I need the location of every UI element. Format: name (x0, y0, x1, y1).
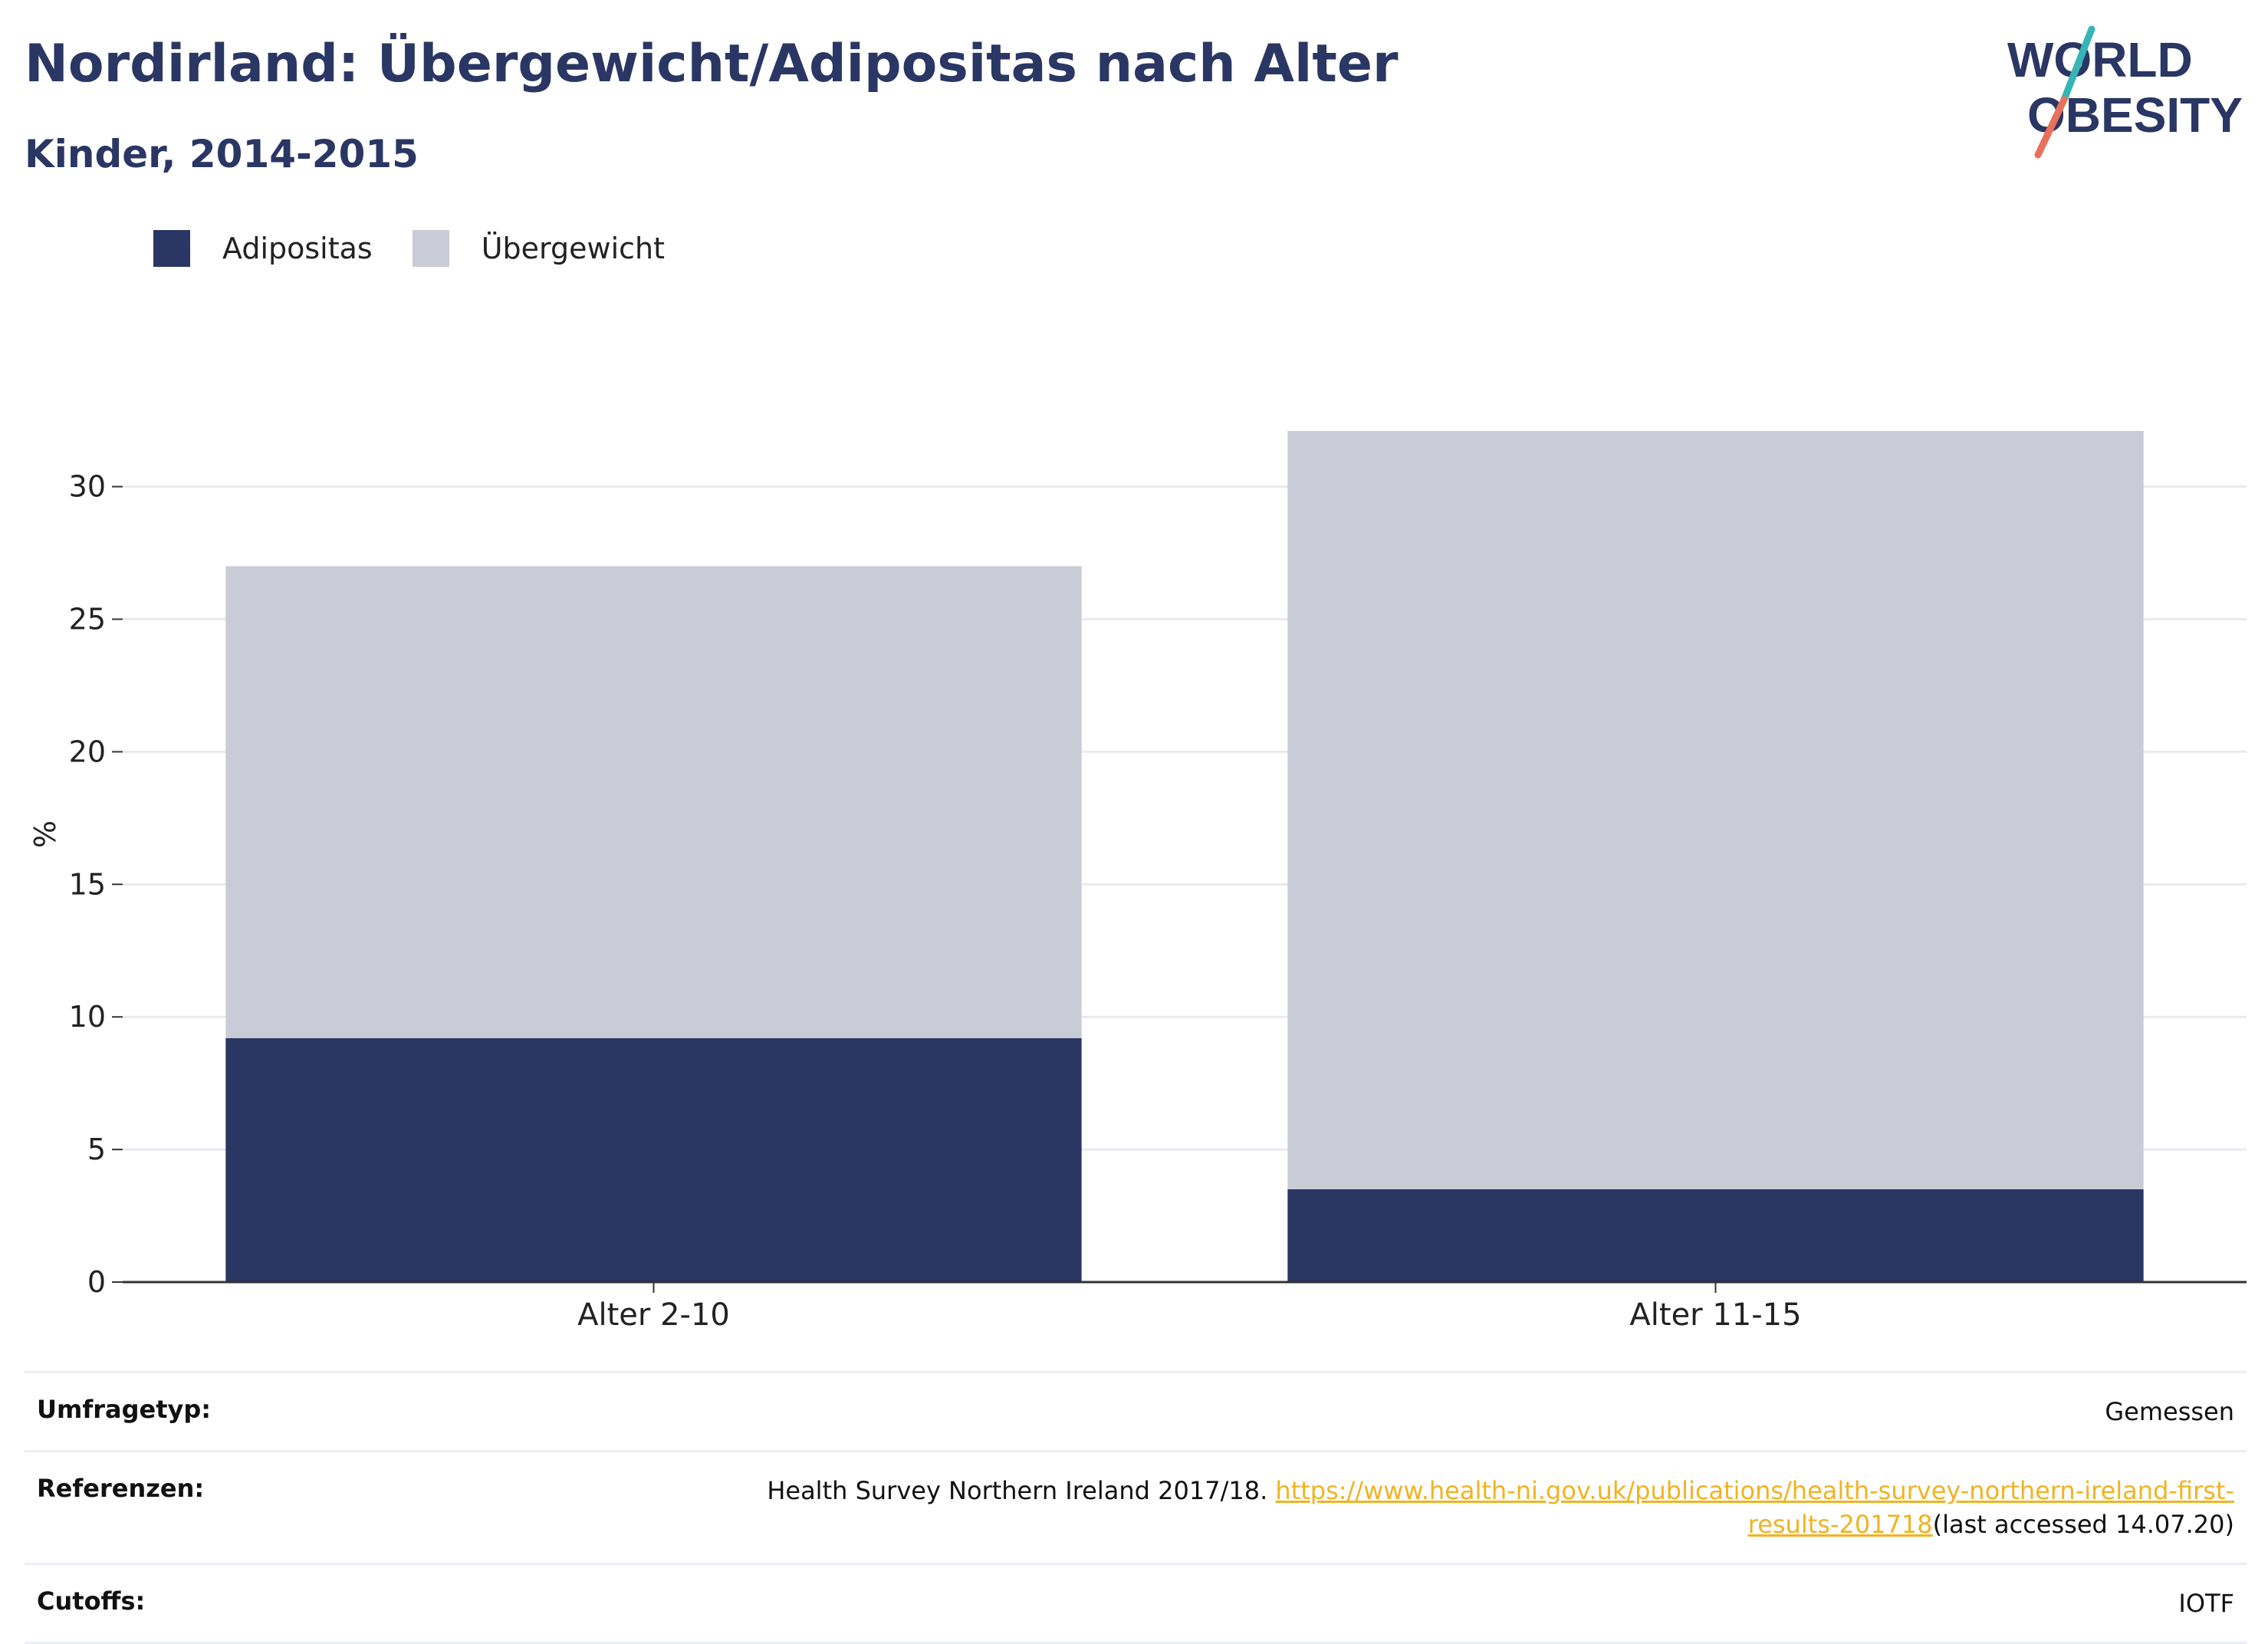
logo-text-world: WORLD (2007, 32, 2193, 87)
legend-item-uebergewicht[interactable]: Übergewicht (412, 230, 665, 267)
cutoffs-value: IOTF (2178, 1589, 2234, 1618)
legend-swatch-adipositas (153, 230, 190, 267)
bar--bergewicht-2[interactable] (1287, 431, 2144, 1189)
references-suffix: (last accessed 14.07.20) (1932, 1510, 2234, 1539)
info-row-survey-type: Umfragetyp: Gemessen (25, 1371, 2247, 1450)
legend-swatch-uebergewicht (412, 230, 449, 267)
stacked-bar-chart: 0 5 10 15 20 25 30 Alter 2-10 Alter 11-15 % (28, 431, 2247, 1333)
y-tick-label: 15 (69, 867, 106, 901)
survey-type-label: Umfragetyp: (37, 1395, 212, 1424)
references-label: Referenzen: (37, 1474, 205, 1503)
bar-adipositas-1[interactable] (225, 1037, 1082, 1282)
x-tick-label: Alter 11-15 (1629, 1297, 1801, 1333)
logo-slash-bottom (2034, 96, 2068, 159)
legend-item-adipositas[interactable]: Adipositas (153, 230, 373, 267)
y-tick-label: 25 (69, 603, 106, 636)
logo-slash-top (2060, 25, 2095, 104)
y-axis-ticks: 0 5 10 15 20 25 30 (69, 470, 123, 1299)
bar--bergewicht-1[interactable] (225, 566, 1082, 1038)
bar-adipositas-2[interactable] (1287, 1189, 2144, 1282)
references-link[interactable]: https://www.health-ni.gov.uk/publication… (1275, 1476, 2234, 1539)
y-tick-label: 5 (87, 1133, 106, 1166)
legend-label-uebergewicht: Übergewicht (481, 232, 665, 265)
x-tick-label: Alter 2-10 (577, 1297, 730, 1333)
y-tick-label: 20 (69, 735, 106, 768)
y-tick-label: 10 (69, 1000, 106, 1034)
references-text: Health Survey Northern Ireland 2017/18. (767, 1476, 1276, 1505)
chart-title: Nordirland: Übergewicht/Adipositas nach … (25, 34, 1399, 94)
chart-legend: Adipositas Übergewicht (153, 227, 705, 270)
chart-subtitle: Kinder, 2014-2015 (25, 132, 419, 176)
cutoffs-label: Cutoffs: (37, 1586, 146, 1616)
legend-label-adipositas: Adipositas (222, 232, 373, 265)
info-row-cutoffs: Cutoffs: IOTF (25, 1563, 2247, 1644)
y-axis-label: % (28, 820, 62, 848)
references-value: Health Survey Northern Ireland 2017/18. … (701, 1474, 2234, 1541)
bars (225, 431, 2144, 1282)
y-tick-label: 0 (87, 1265, 106, 1299)
x-axis-ticks: Alter 2-10 Alter 11-15 (123, 1281, 2247, 1333)
info-row-references: Referenzen: Health Survey Northern Irela… (25, 1450, 2247, 1563)
y-tick-label: 30 (69, 470, 106, 504)
world-obesity-logo: WORLD OBESITY (2007, 25, 2243, 159)
survey-type-value: Gemessen (2105, 1397, 2234, 1426)
info-table: Umfragetyp: Gemessen Referenzen: Health … (25, 1371, 2247, 1644)
